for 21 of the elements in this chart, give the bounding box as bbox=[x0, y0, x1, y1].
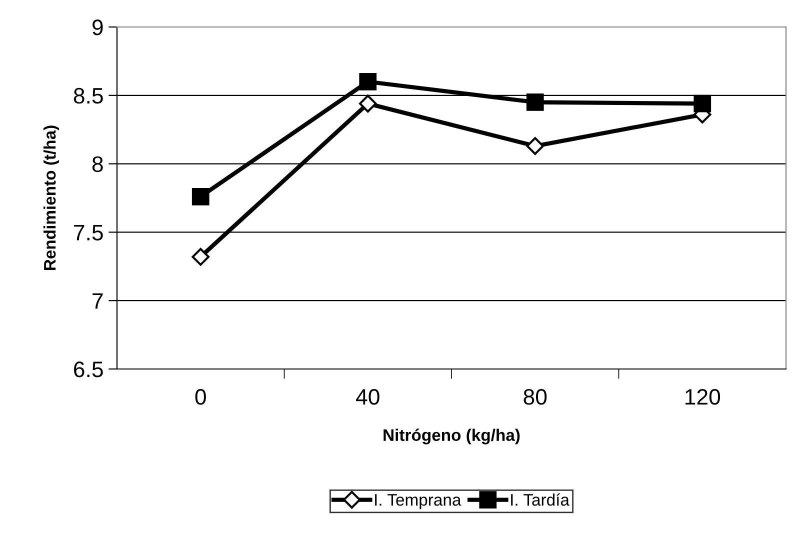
point bbox=[192, 248, 210, 266]
x-tick-label: 40 bbox=[356, 389, 380, 405]
x-tick-label: 80 bbox=[524, 389, 547, 405]
x-tick-label: 120 bbox=[686, 389, 720, 405]
y-axis-title: Rendimiento (t/ha) bbox=[43, 126, 60, 270]
point bbox=[359, 73, 377, 90]
x-tick-label: 0 bbox=[195, 389, 206, 405]
legend-label: I. Tardía bbox=[511, 493, 570, 506]
y-tick-label: 6.5 bbox=[74, 362, 103, 378]
y-tick-label: 7.5 bbox=[74, 224, 103, 240]
y-tick-label: 7 bbox=[92, 293, 103, 309]
point bbox=[358, 94, 377, 113]
point bbox=[192, 188, 210, 206]
point bbox=[694, 94, 712, 112]
y-tick-label: 8.5 bbox=[74, 88, 103, 104]
point bbox=[526, 94, 544, 111]
y-tick-label: 8 bbox=[92, 156, 103, 172]
point bbox=[526, 137, 544, 155]
y-tick-label: 9 bbox=[92, 20, 103, 36]
x-axis-title: Nitrógeno (kg/ha) bbox=[384, 428, 520, 444]
legend-label: I. Temprana bbox=[375, 494, 462, 510]
